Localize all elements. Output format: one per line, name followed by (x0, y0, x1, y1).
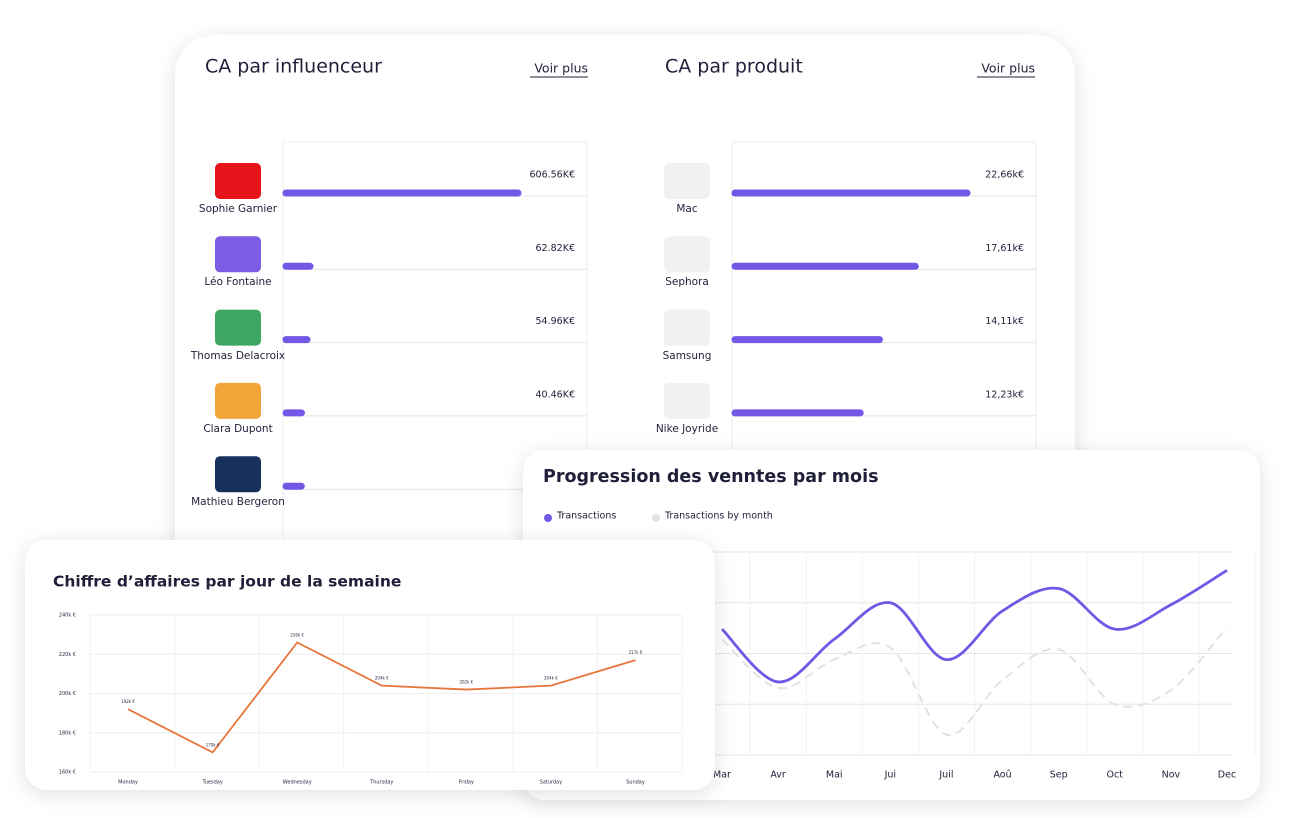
icon (215, 456, 261, 493)
value-label: 14,11k€ (985, 316, 1024, 327)
x-tick-label: Tuesday (201, 780, 222, 786)
icon (664, 163, 710, 199)
x-tick-label: Mar (713, 770, 731, 781)
x-tick-label: Aoû (993, 770, 1011, 781)
value-label: 202k € (459, 680, 473, 685)
value-label: 192k € (121, 699, 135, 704)
label-box: Samsung (662, 349, 712, 362)
y-tick-label: 160k € (59, 770, 76, 776)
chart-title: CA par influenceur (205, 56, 382, 78)
icon (215, 236, 261, 273)
voir-plus-link[interactable]: Voir plus (534, 61, 588, 76)
legend-label: Transactions by month (664, 511, 773, 522)
label-box: Sephora (665, 276, 709, 289)
label-box: Léo Fontaine (204, 276, 272, 289)
y-tick-label: 220k € (59, 652, 76, 658)
value-label: 12,23k€ (985, 389, 1024, 400)
series-line (721, 569, 1228, 684)
y-tick-label: 240k € (59, 613, 76, 619)
x-tick-label: Mai (826, 770, 843, 781)
value-label: 40.46K€ (536, 389, 575, 400)
label-box: Clara Dupont (203, 422, 273, 435)
x-tick-label: Jui (884, 770, 896, 781)
chart-title: Progression des venntes par mois (543, 467, 878, 487)
category-label: Mathieu Bergeron (191, 496, 285, 509)
value-label: 226k € (290, 632, 304, 637)
x-tick-label: Sunday (626, 780, 645, 786)
legend-dot (652, 514, 660, 522)
value-label: 170k € (206, 742, 220, 747)
x-tick-label: Nov (1162, 770, 1181, 781)
x-tick-label: Friday (459, 780, 474, 786)
x-tick-label: Saturday (540, 780, 563, 786)
legend-dot (544, 514, 552, 522)
category-label: Samsung (662, 349, 712, 362)
value-label: 17,61k€ (985, 243, 1024, 254)
icon (215, 163, 261, 199)
category-label: Clara Dupont (203, 422, 273, 435)
label-box: Nike Joyride (655, 422, 719, 435)
label-box: Sophie Garnier (198, 203, 278, 215)
series-line (721, 626, 1228, 736)
icon (215, 382, 261, 419)
x-tick-label: Wednesday (283, 780, 312, 786)
y-tick-label: 200k € (59, 691, 76, 697)
chart-title: CA par produit (665, 56, 803, 78)
voir-plus-link[interactable]: Voir plus (981, 61, 1035, 76)
icon (215, 309, 261, 346)
value-label: 606.56K€ (529, 170, 575, 181)
card (25, 540, 715, 790)
label-box: Mathieu Bergeron (191, 496, 285, 509)
category-label: Sophie Garnier (198, 203, 278, 215)
chart-title: Chiffre d’affaires par jour de la semain… (53, 573, 401, 591)
icon (664, 236, 710, 273)
label-box: Mac (676, 203, 698, 215)
category-label: Mac (676, 203, 698, 215)
value-label: 22,66k€ (985, 170, 1024, 181)
y-tick-label: 180k € (59, 730, 76, 736)
value-label: 54.96K€ (536, 316, 575, 327)
x-tick-label: Sep (1050, 770, 1068, 781)
category-label: Nike Joyride (655, 422, 719, 435)
x-tick-label: Juil (938, 770, 953, 781)
x-tick-label: Dec (1218, 770, 1236, 781)
x-tick-label: Oct (1107, 770, 1124, 781)
series-line (127, 641, 636, 754)
value-label: 217k € (629, 650, 643, 655)
category-label: Thomas Delacroix (190, 349, 286, 362)
label-box: Thomas Delacroix (190, 349, 286, 362)
value-label: 62.82K€ (536, 243, 575, 254)
x-tick-label: Thursday (369, 780, 393, 786)
value-label: 204k € (375, 676, 389, 681)
icon (664, 382, 710, 419)
x-tick-label: Avr (770, 770, 786, 781)
category-label: Sephora (665, 276, 709, 289)
value-label: 204k € (544, 676, 558, 681)
icon (664, 309, 710, 346)
legend-label: Transactions (556, 511, 616, 522)
x-tick-label: Monday (118, 780, 138, 786)
category-label: Léo Fontaine (204, 276, 272, 289)
